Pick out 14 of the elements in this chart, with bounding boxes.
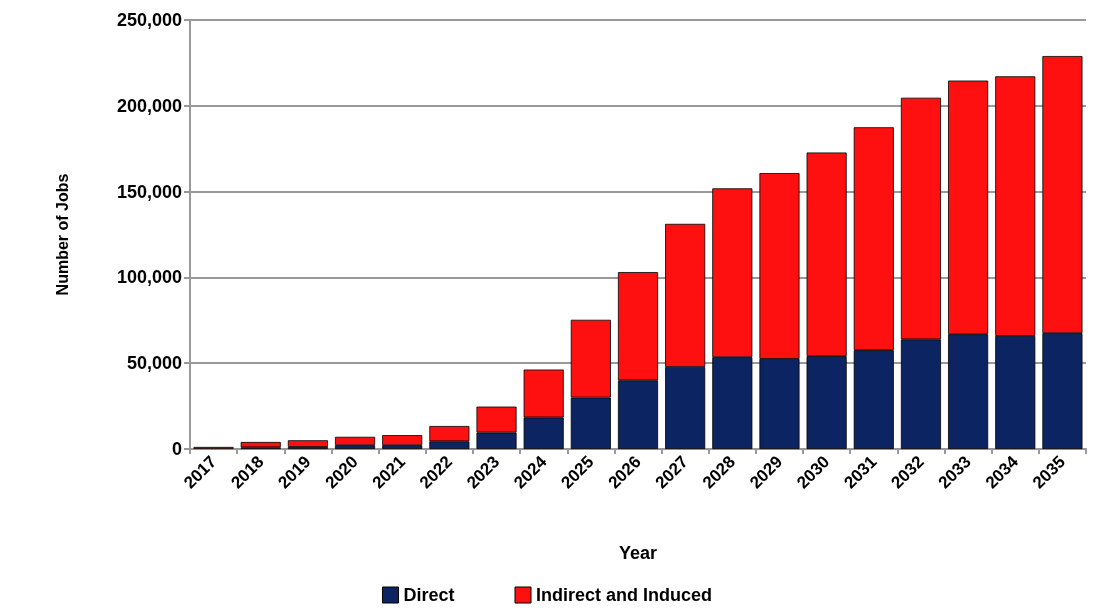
y-tick-label: 150,000 <box>116 181 182 202</box>
bar <box>335 436 376 446</box>
bar <box>240 441 281 448</box>
y-tick-label: 250,000 <box>116 10 182 30</box>
bar <box>382 435 423 446</box>
y-tick-label: 200,000 <box>116 95 182 116</box>
y-tick-label: 100,000 <box>116 267 182 288</box>
legend-label: Direct <box>403 585 455 605</box>
y-tick-label: 50,000 <box>126 353 182 374</box>
y-tick-label: 0 <box>171 439 182 459</box>
x-axis-title: Year <box>618 543 658 563</box>
legend-label: Indirect and Induced <box>536 585 713 605</box>
bar <box>287 440 328 447</box>
y-axis-title: Number of Jobs <box>53 173 71 296</box>
